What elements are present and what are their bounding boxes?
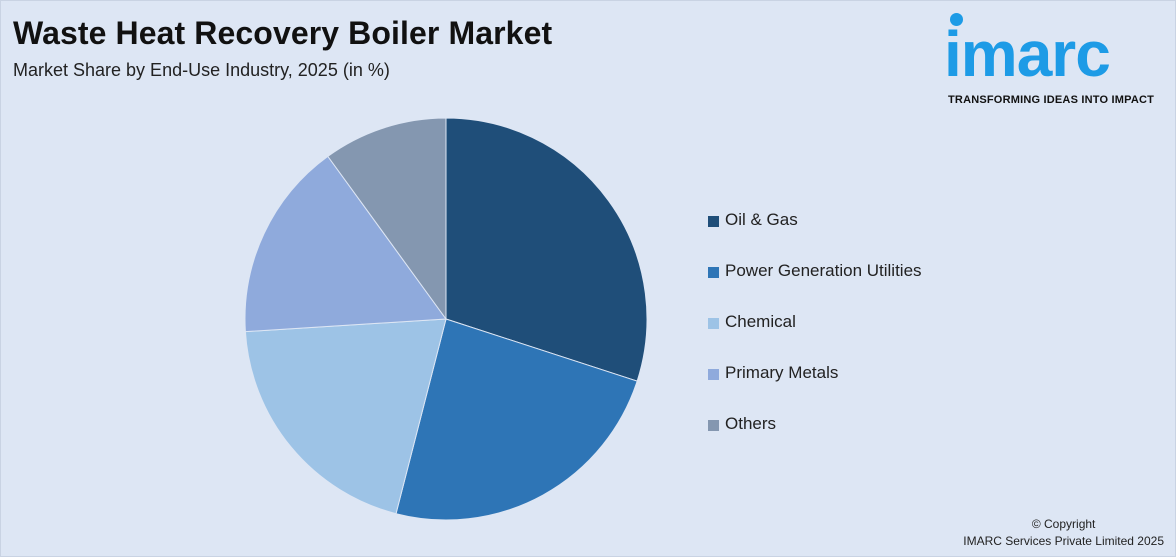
logo-tagline: TRANSFORMING IDEAS INTO IMPACT <box>948 94 1155 106</box>
legend-label: Primary Metals <box>725 363 839 382</box>
legend-swatch <box>708 216 719 227</box>
logo-wordmark: imarc <box>944 18 1111 90</box>
copyright-line-1: © Copyright <box>1031 517 1096 531</box>
imarc-logo: imarc TRANSFORMING IDEAS INTO IMPACT <box>944 8 1172 112</box>
legend-label: Power Generation Utilities <box>725 261 922 280</box>
legend-item: Primary Metals <box>708 349 922 400</box>
pie-slice-chemical <box>244 318 447 515</box>
legend-label: Chemical <box>725 312 796 331</box>
copyright-notice: © Copyright IMARC Services Private Limit… <box>963 516 1164 550</box>
pie-slice-power-generation-utilities <box>395 318 638 521</box>
legend-swatch <box>708 369 719 380</box>
pie-chart <box>244 117 648 521</box>
chart-subtitle: Market Share by End-Use Industry, 2025 (… <box>13 60 390 80</box>
chart-legend: Oil & Gas Power Generation Utilities Chemi… <box>708 196 922 451</box>
legend-swatch <box>708 420 719 431</box>
pie-slice-others <box>327 117 447 321</box>
pie-slice-primary-metals <box>244 155 447 333</box>
legend-label: Others <box>725 414 777 433</box>
legend-label: Oil & Gas <box>725 210 798 229</box>
legend-item: Power Generation Utilities <box>708 247 922 298</box>
legend-item: Others <box>708 400 922 451</box>
legend-swatch <box>708 267 719 278</box>
pie-slice-oil-gas <box>445 117 648 382</box>
copyright-line-2: IMARC Services Private Limited 2025 <box>963 534 1164 548</box>
chart-title: Waste Heat Recovery Boiler Market <box>13 15 553 51</box>
legend-item: Chemical <box>708 298 922 349</box>
legend-swatch <box>708 318 719 329</box>
logo-dot <box>950 13 963 26</box>
legend-item: Oil & Gas <box>708 196 922 247</box>
